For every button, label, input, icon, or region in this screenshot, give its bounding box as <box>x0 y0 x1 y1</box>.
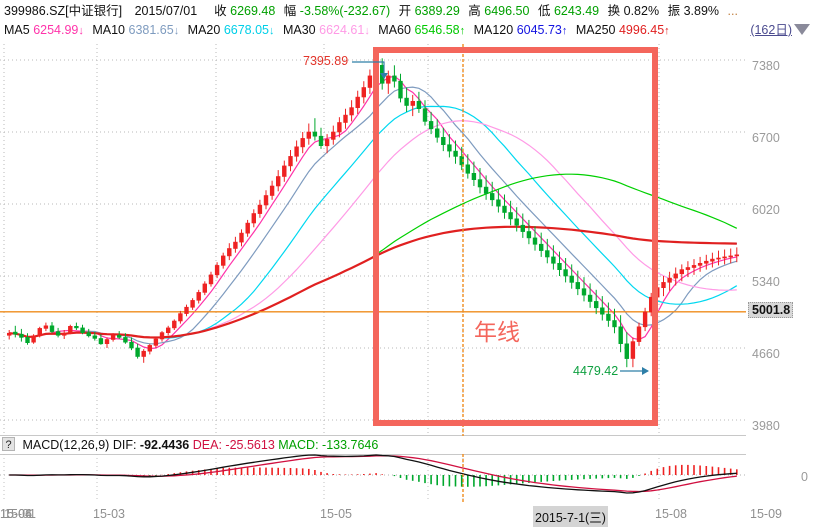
field-high-value: 6496.50 <box>484 4 530 18</box>
chevron-down-icon[interactable] <box>794 24 810 35</box>
macd-zero-tick: 0 <box>801 470 808 484</box>
ma10-direction-icon: ↓ <box>173 25 180 37</box>
help-icon[interactable]: ? <box>2 437 15 451</box>
date-tick-7: 15-09 <box>750 507 782 521</box>
field-turnover-value: 0.82% <box>623 4 660 18</box>
field-high-label: 高 <box>468 4 481 18</box>
ma5-value: 6254.99 <box>33 23 79 37</box>
macd-header-row: ? MACD(12,26,9) DIF: -92.4436 DEA: -25.5… <box>0 436 814 454</box>
field-close-value: 6269.48 <box>230 4 276 18</box>
quote-header-row: 399986.SZ[中证银行] 2015/07/01 收 6269.48 幅 -… <box>0 2 814 21</box>
ma60-value: 6546.58 <box>414 23 460 37</box>
ma10-value: 6381.65 <box>128 23 174 37</box>
price-tick-4660: 4660 <box>752 347 780 361</box>
price-tick-5340: 5340 <box>752 275 780 289</box>
macd-chart-canvas <box>0 454 746 502</box>
macd-dea-value: -25.5613 <box>225 438 275 452</box>
date-tick-1: 15-01 <box>4 507 36 521</box>
date-tick-2: 15-03 <box>93 507 125 521</box>
date-tick-4: 15-05 <box>320 507 352 521</box>
macd-hist-label: MACD: <box>278 438 319 452</box>
ma60-direction-icon: ↑ <box>459 25 466 37</box>
field-close-label: 收 <box>214 4 227 18</box>
macd-chart-panel[interactable] <box>0 454 746 502</box>
price-tick-6700: 6700 <box>752 131 780 145</box>
macd-dif-value: -92.4436 <box>139 438 190 452</box>
ma20-direction-icon: ↓ <box>269 25 275 37</box>
field-low-label: 低 <box>537 4 551 18</box>
price-tick-3980: 3980 <box>752 419 780 433</box>
date-tick-5x: 15-06 <box>0 507 32 521</box>
date-tick-3x: 15-04 <box>0 507 32 521</box>
field-open-label: 开 <box>398 4 412 18</box>
ma250-name: MA250 <box>575 23 616 37</box>
price-axis: 7380 6700 6020 5340 5001.8 4660 3980 <box>746 44 814 436</box>
macd-dea-label: DEA: <box>192 438 222 452</box>
field-low-value: 6243.49 <box>553 4 600 18</box>
low-callout-label: 4479.42 <box>573 364 619 378</box>
current-price-badge: 5001.8 <box>748 302 794 318</box>
macd-dif-label: DIF: <box>112 438 137 452</box>
date-tick-selected: 2015-7-1(三) <box>533 506 608 527</box>
period-selector[interactable]: (162日) <box>750 23 792 37</box>
ma5-direction-icon: ↓ <box>78 25 84 37</box>
ma120-name: MA120 <box>473 23 514 37</box>
field-amplitude-value: 3.89% <box>683 4 720 18</box>
field-turnover-label: 换 <box>607 4 621 18</box>
macd-axis: 0 <box>746 454 814 502</box>
quote-date: 2015/07/01 <box>134 4 198 18</box>
ma30-direction-icon: ↓ <box>364 25 370 37</box>
date-tick-6: 15-08 <box>655 507 687 521</box>
ma250-value: 4996.45 <box>618 23 665 37</box>
ma60-name: MA60 <box>378 23 411 37</box>
ma5-name: MA5 <box>4 23 30 37</box>
price-tick-6020: 6020 <box>752 203 780 217</box>
ma120-value: 6045.73 <box>516 23 562 37</box>
price-tick-7380: 7380 <box>752 59 780 73</box>
price-chart-canvas <box>0 44 746 436</box>
ma120-direction-icon: ↑ <box>561 25 568 37</box>
symbol-label[interactable]: 399986.SZ[中证银行] <box>4 4 123 18</box>
field-amplitude-label: 振 <box>667 4 681 18</box>
macd-title[interactable]: MACD(12,26,9) <box>22 438 110 452</box>
ma30-value: 6624.61 <box>319 23 365 37</box>
header-overflow-ellipsis[interactable]: ... <box>727 4 738 18</box>
ma250-direction-icon: ↑ <box>664 25 670 37</box>
field-open-value: 6389.29 <box>414 4 460 18</box>
macd-hist-value: -133.7646 <box>322 438 379 452</box>
price-chart-panel[interactable] <box>0 44 746 436</box>
date-axis: 15-01 15-03 15-04 15-05 15-06 2015-7-1(三… <box>0 502 814 527</box>
ma20-value: 6678.05 <box>223 23 269 37</box>
ma30-name: MA30 <box>282 23 316 37</box>
year-line-note-label: 年线 <box>474 319 520 345</box>
ma10-name: MA10 <box>92 23 126 37</box>
field-change-value: -3.58%(-232.67) <box>299 4 391 18</box>
field-change-label: 幅 <box>283 4 297 18</box>
high-callout-label: 7395.89 <box>303 54 349 68</box>
moving-average-header-row: MA5 6254.99↓ MA10 6381.65↓ MA20 6678.05↓… <box>0 21 814 40</box>
ma20-name: MA20 <box>187 23 221 37</box>
